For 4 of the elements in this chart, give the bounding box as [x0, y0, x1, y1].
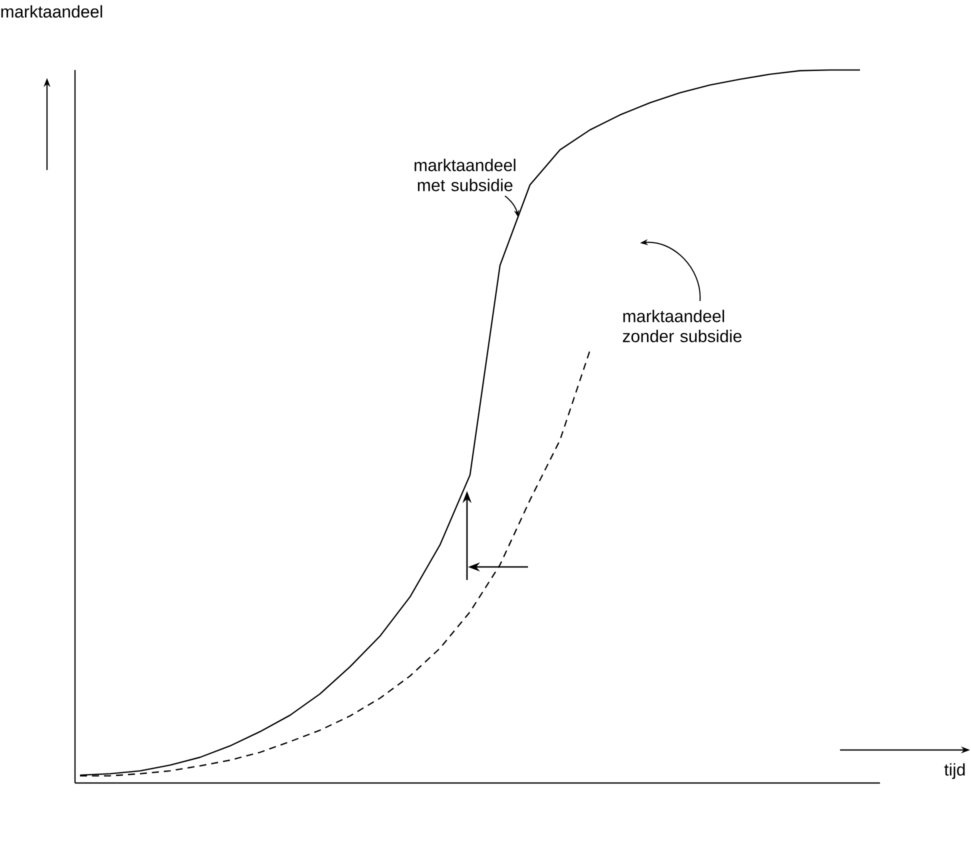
series-label: marktaandeel zonder subsidie — [622, 310, 742, 342]
x-axis-title: tijd — [944, 763, 965, 780]
series-label: marktaandeel met subsidie — [414, 158, 516, 192]
y-axis-title: marktaandeel — [1, 5, 102, 18]
